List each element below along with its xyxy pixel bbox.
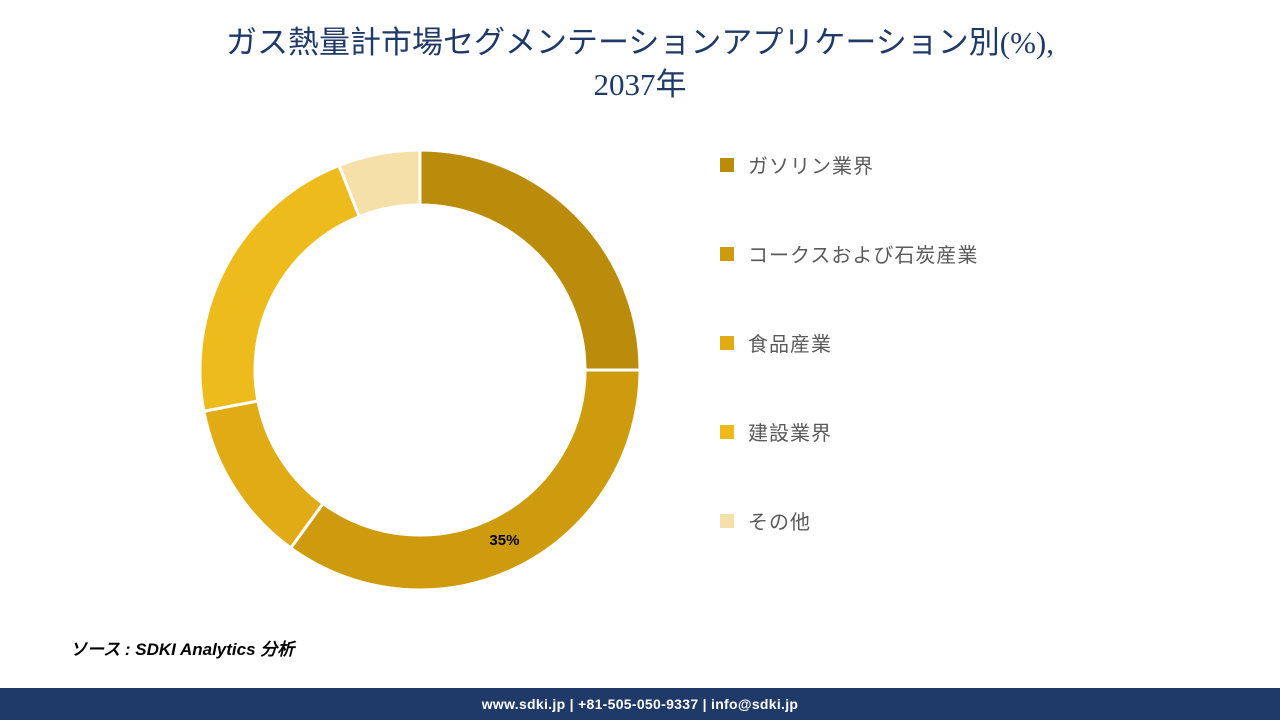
legend: ガソリン業界コークスおよび石炭産業食品産業建設業界その他 bbox=[660, 130, 1280, 640]
legend-label: ガソリン業界 bbox=[748, 150, 874, 179]
legend-label: 建設業界 bbox=[748, 417, 832, 446]
donut-segment bbox=[291, 370, 640, 590]
legend-label: コークスおよび石炭産業 bbox=[748, 239, 978, 268]
chart-title-line1: ガス熱量計市場セグメンテーションアプリケーション別(%), bbox=[226, 25, 1054, 60]
legend-swatch bbox=[720, 247, 734, 261]
footer-bar: www.sdki.jp | +81-505-050-9337 | info@sd… bbox=[0, 688, 1280, 720]
legend-label: その他 bbox=[748, 506, 811, 535]
legend-swatch bbox=[720, 425, 734, 439]
donut-segment bbox=[420, 150, 640, 370]
legend-label: 食品産業 bbox=[748, 328, 832, 357]
legend-swatch bbox=[720, 514, 734, 528]
legend-item: ガソリン業界 bbox=[720, 150, 1280, 179]
legend-item: 食品産業 bbox=[720, 328, 1280, 357]
legend-item: コークスおよび石炭産業 bbox=[720, 239, 1280, 268]
content-area: 35% ガソリン業界コークスおよび石炭産業食品産業建設業界その他 bbox=[0, 130, 1280, 640]
legend-swatch bbox=[720, 158, 734, 172]
donut-chart: 35% bbox=[200, 150, 640, 590]
donut-data-label: 35% bbox=[489, 532, 519, 549]
source-text: ソース : SDKI Analytics 分析 bbox=[70, 640, 294, 659]
legend-item: その他 bbox=[720, 506, 1280, 535]
footer-text: www.sdki.jp | +81-505-050-9337 | info@sd… bbox=[482, 696, 799, 712]
donut-segment bbox=[204, 401, 323, 548]
chart-title-line2: 2037年 bbox=[594, 67, 687, 102]
legend-swatch bbox=[720, 336, 734, 350]
donut-segment bbox=[200, 165, 359, 411]
chart-title: ガス熱量計市場セグメンテーションアプリケーション別(%), 2037年 bbox=[0, 0, 1280, 106]
legend-item: 建設業界 bbox=[720, 417, 1280, 446]
chart-area: 35% bbox=[0, 130, 660, 640]
source-attribution: ソース : SDKI Analytics 分析 bbox=[70, 635, 294, 660]
